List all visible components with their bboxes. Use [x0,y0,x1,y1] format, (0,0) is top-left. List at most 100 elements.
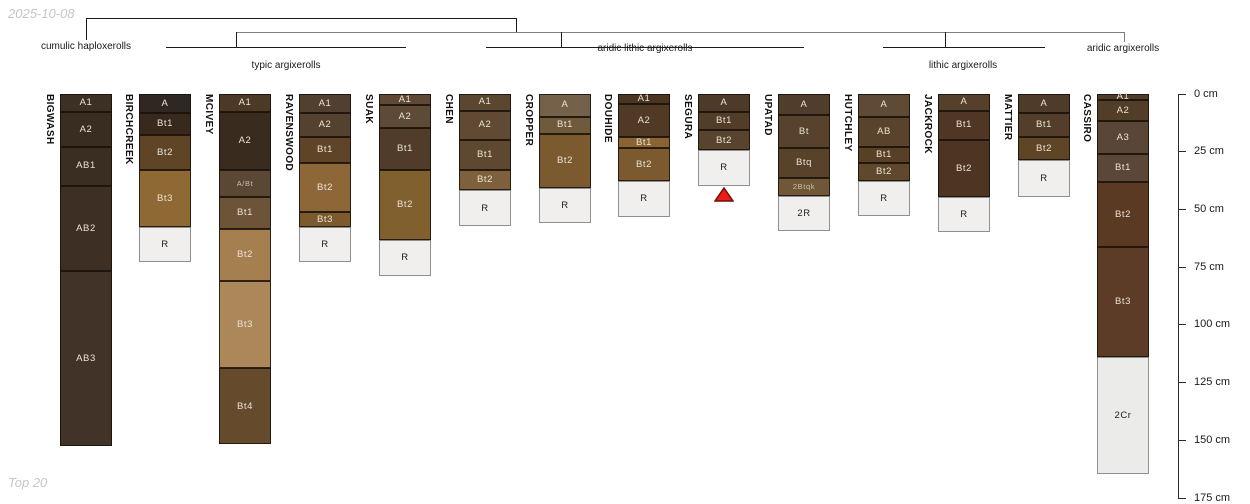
horizon-label: 2R [797,207,811,219]
column-name-label: BIGWASH [44,94,55,145]
column-name-label: JACKROCK [922,94,933,154]
horizon-label: R [720,162,728,174]
soil-column-douhide: A1 A2 Bt1 Bt2 R [618,93,670,218]
horizon-label: A1 [318,97,332,109]
column-name-label: CROPPER [523,94,534,147]
horizon-label: R [960,208,968,220]
dendrogram-link-line [166,47,406,48]
horizon-layer: A1 [459,93,511,111]
dendrogram-link-line [236,32,1125,33]
horizon-label: Bt2 [955,162,973,174]
horizon-label: Bt1 [715,115,733,127]
horizon-label: Bt4 [236,400,254,412]
horizon-layer: Bt4 [219,368,271,445]
horizon-layer: Bt1 [1018,113,1070,138]
horizon-label: A [1040,97,1048,109]
horizon-layer: 2Btqk [778,177,830,197]
date-label: 2025-10-08 [8,6,75,21]
horizon-layer: A/Bt [219,169,271,198]
dendrogram-link-line [486,47,804,48]
horizon-layer: Btq [778,147,830,178]
soil-column-birchcreek: A Bt1 Bt2 Bt3 R [139,93,191,263]
horizon-label: A2 [79,123,93,135]
horizon-label: A2 [637,114,651,126]
horizon-layer: Bt1 [698,111,750,131]
dendrogram-link-line [86,18,517,19]
horizon-layer: A [139,93,191,114]
horizon-label: Btq [795,157,813,168]
horizon-layer: R [698,150,750,186]
horizon-label: AB2 [76,222,96,234]
horizon-layer: A [858,93,910,117]
horizon-label: A [161,97,169,109]
horizon-label: Bt2 [1035,143,1053,155]
horizon-label: AB3 [76,352,96,364]
horizon-layer: A1 [379,93,431,106]
horizon-layer: R [618,181,670,218]
soil-column-chen: A1 A2 Bt1 Bt2 R [459,93,511,227]
horizon-label: R [1040,173,1048,185]
depth-tick [1178,439,1186,441]
horizon-layer: A3 [1097,121,1149,154]
horizon-label: AB [877,125,891,137]
horizon-layer: Bt2 [459,169,511,191]
horizon-label: Bt [798,125,810,137]
depth-tick [1178,324,1186,326]
depth-tick-label: 0 cm [1194,87,1218,100]
horizon-label: A [880,99,888,111]
horizon-layer: A1 [60,93,112,112]
horizon-layer: AB1 [60,146,112,186]
horizon-layer: Bt1 [219,197,271,229]
horizon-label: Bt2 [316,181,334,193]
horizon-label: Bt2 [236,248,254,260]
horizon-layer: Bt2 [219,228,271,281]
horizon-label: Bt1 [556,119,574,131]
horizon-label: Bt1 [1035,119,1053,131]
horizon-label: Bt2 [476,174,494,186]
horizon-layer: AB3 [60,271,112,446]
horizon-layer: R [1018,160,1070,198]
depth-tick-label: 125 cm [1194,376,1231,389]
column-name-label: MCIVEY [203,94,214,135]
horizon-layer: A [698,93,750,112]
horizon-label: A2 [318,119,332,131]
dendrogram-link-line [86,18,87,40]
horizon-layer: A1 [618,93,670,104]
horizon-layer: R [858,181,910,216]
horizon-label: Bt1 [635,136,653,148]
column-name-label: CASSIRO [1081,94,1092,143]
horizon-label: AB1 [76,160,96,172]
horizon-label: Bt1 [236,207,254,219]
depth-tick-label: 175 cm [1194,491,1231,504]
depth-tick [1178,93,1186,95]
horizon-label: R [401,252,409,264]
horizon-label: Bt1 [875,148,893,160]
column-name-label: RAVENSWOOD [283,94,294,172]
depth-tick [1178,382,1186,384]
soil-column-segura: A Bt1 Bt2 R [698,93,750,186]
horizon-label: Bt3 [1114,296,1132,308]
horizon-layer: Bt3 [219,280,271,369]
horizon-label: Bt2 [556,155,574,167]
depth-tick-label: 75 cm [1194,260,1224,273]
dendrogram-link-line [1124,32,1125,42]
horizon-layer: A [778,93,830,116]
horizon-layer: Bt2 [1018,137,1070,161]
soil-column-ravenswood: A1 A2 Bt1 Bt2 Bt3 R [299,93,351,263]
horizon-layer: 2R [778,196,830,231]
horizon-layer: Bt3 [139,169,191,228]
horizon-label: Bt2 [715,134,733,146]
horizon-layer: Bt1 [618,136,670,148]
column-name-label: CHEN [443,94,454,124]
horizon-label: Bt2 [635,158,653,170]
horizon-layer: A2 [459,110,511,140]
horizon-label: A1 [79,96,93,108]
horizon-layer: Bt1 [139,113,191,136]
depth-tick [1178,151,1186,153]
horizon-label: A1 [238,96,252,108]
horizon-layer: A [1018,93,1070,114]
column-name-label: SUAK [363,94,374,124]
depth-tick-label: 100 cm [1194,318,1231,331]
depth-tick-label: 150 cm [1194,433,1231,446]
